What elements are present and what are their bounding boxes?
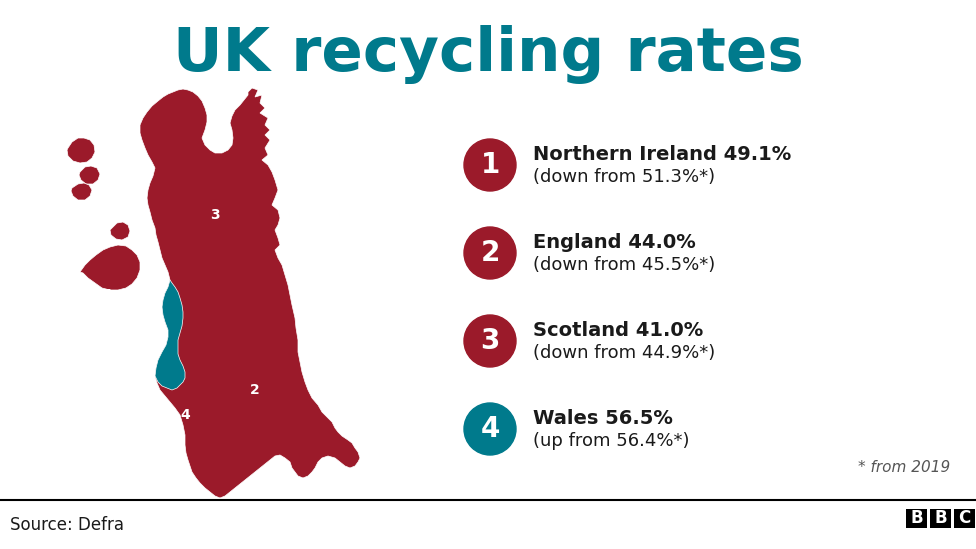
FancyBboxPatch shape (954, 508, 975, 528)
Text: (down from 51.3%*): (down from 51.3%*) (533, 168, 715, 186)
Text: Source: Defra: Source: Defra (10, 516, 124, 534)
FancyBboxPatch shape (906, 508, 927, 528)
Circle shape (464, 227, 516, 279)
Circle shape (464, 315, 516, 367)
Text: UK recycling rates: UK recycling rates (173, 25, 803, 85)
Polygon shape (79, 166, 100, 184)
Polygon shape (140, 88, 360, 498)
Polygon shape (110, 222, 130, 240)
Polygon shape (155, 280, 185, 390)
Text: (down from 45.5%*): (down from 45.5%*) (533, 256, 715, 274)
Text: 2: 2 (250, 383, 260, 397)
Polygon shape (71, 183, 92, 200)
Text: 1: 1 (103, 288, 113, 302)
Polygon shape (80, 245, 140, 290)
Circle shape (464, 139, 516, 191)
Circle shape (464, 403, 516, 455)
Text: 3: 3 (210, 208, 220, 222)
Text: Scotland 41.0%: Scotland 41.0% (533, 322, 704, 340)
Text: 4: 4 (181, 408, 190, 422)
Text: 4: 4 (480, 415, 500, 443)
FancyBboxPatch shape (930, 508, 951, 528)
Text: (up from 56.4%*): (up from 56.4%*) (533, 432, 689, 450)
Text: England 44.0%: England 44.0% (533, 233, 696, 253)
Text: Wales 56.5%: Wales 56.5% (533, 410, 672, 429)
Text: (down from 44.9%*): (down from 44.9%*) (533, 344, 715, 362)
Polygon shape (67, 138, 95, 163)
Text: C: C (958, 509, 970, 527)
Text: 1: 1 (480, 151, 500, 179)
Text: * from 2019: * from 2019 (858, 461, 950, 475)
Text: 3: 3 (480, 327, 500, 355)
Text: B: B (934, 509, 947, 527)
Text: Northern Ireland 49.1%: Northern Ireland 49.1% (533, 145, 792, 165)
Text: 2: 2 (480, 239, 500, 267)
Text: B: B (911, 509, 923, 527)
